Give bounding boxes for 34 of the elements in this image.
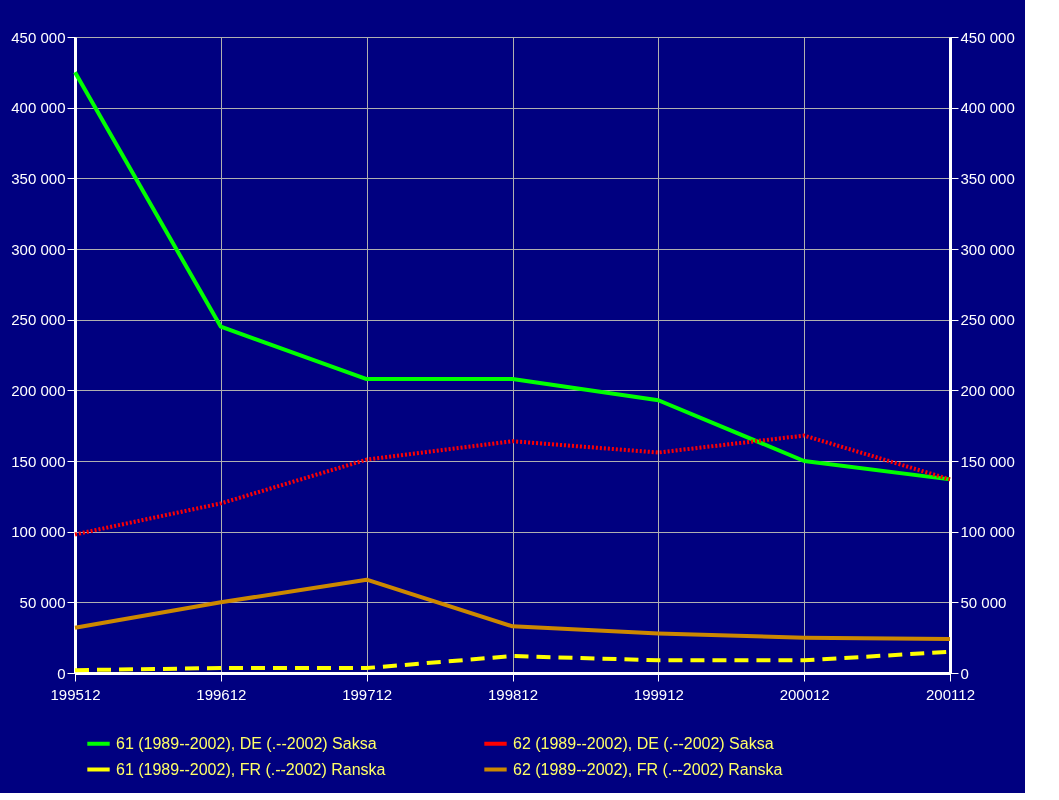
y-tick-label: 300 000: [11, 240, 66, 258]
line-series: [73, 577, 952, 642]
x-tick-label: 199712: [342, 685, 393, 703]
x-tick-label: 199612: [196, 685, 247, 703]
y-tick-label: 200 000: [11, 381, 66, 399]
y-tick-label: 350 000: [11, 169, 66, 187]
legend-label: 61 (1989--2002), FR (.--2002) Ranska: [116, 760, 386, 778]
legend-label: 62 (1989--2002), FR (.--2002) Ranska: [513, 760, 783, 778]
y2-tick-label: 450 000: [960, 28, 1015, 46]
line-series: [73, 70, 952, 482]
legend-label: 62 (1989--2002), DE (.--2002) Saksa: [513, 734, 774, 752]
y-tick-label: 0: [57, 664, 66, 682]
y-tick-label: 400 000: [11, 99, 66, 117]
y-tick-label: 250 000: [11, 311, 66, 329]
x-tick-label: 199812: [487, 685, 539, 703]
y2-tick-label: 150 000: [960, 452, 1015, 470]
x-tick-label: 200112: [926, 685, 975, 703]
y-tick-label: 150 000: [11, 452, 66, 470]
y-tick-label: 100 000: [11, 523, 66, 541]
y2-tick-label: 250 000: [960, 311, 1015, 329]
y-tick-label: 450 000: [11, 28, 66, 46]
x-tick-label: 199512: [50, 685, 101, 703]
y2-tick-label: 50 000: [960, 593, 1007, 611]
y2-tick-label: 400 000: [960, 99, 1015, 117]
legend-label: 61 (1989--2002), DE (.--2002) Saksa: [116, 734, 377, 752]
y2-tick-label: 0: [960, 664, 969, 682]
x-tick-label: 199912: [633, 685, 684, 703]
y2-tick-label: 350 000: [960, 169, 1015, 187]
line-series: [73, 433, 952, 537]
y2-tick-label: 200 000: [960, 381, 1015, 399]
y2-tick-label: 300 000: [960, 240, 1015, 258]
y-tick-label: 50 000: [19, 593, 66, 611]
y2-tick-label: 100 000: [960, 523, 1015, 541]
x-tick-label: 200012: [779, 685, 830, 703]
